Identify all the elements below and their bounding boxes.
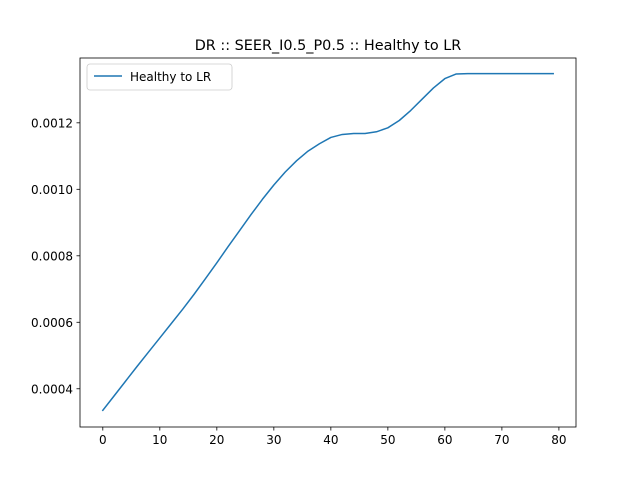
y-tick-label: 0.0006 — [31, 316, 73, 330]
x-tick-label: 10 — [152, 433, 167, 447]
y-tick-label: 0.0010 — [31, 183, 73, 197]
x-tick-label: 0 — [99, 433, 107, 447]
legend-label: Healthy to LR — [130, 70, 211, 84]
legend: Healthy to LR — [86, 63, 233, 91]
x-tick-label: 30 — [266, 433, 281, 447]
x-axis: 0 10 20 30 40 50 60 70 80 — [99, 427, 567, 447]
x-tick-label: 80 — [551, 433, 566, 447]
y-axis: 0.0004 0.0006 0.0008 0.0010 0.0012 — [31, 116, 80, 396]
y-tick-label: 0.0012 — [31, 116, 73, 130]
y-tick-label: 0.0008 — [31, 249, 73, 263]
legend-box — [86, 63, 233, 91]
x-tick-label: 20 — [209, 433, 224, 447]
chart-title: DR :: SEER_I0.5_P0.5 :: Healthy to LR — [195, 38, 462, 54]
x-tick-label: 70 — [494, 433, 509, 447]
axes-frame — [79, 57, 577, 428]
plot-area — [101, 72, 554, 412]
series-line-0 — [101, 72, 554, 412]
y-tick-label: 0.0004 — [31, 382, 73, 396]
x-tick-label: 60 — [437, 433, 452, 447]
x-tick-label: 50 — [380, 433, 395, 447]
x-tick-label: 40 — [323, 433, 338, 447]
